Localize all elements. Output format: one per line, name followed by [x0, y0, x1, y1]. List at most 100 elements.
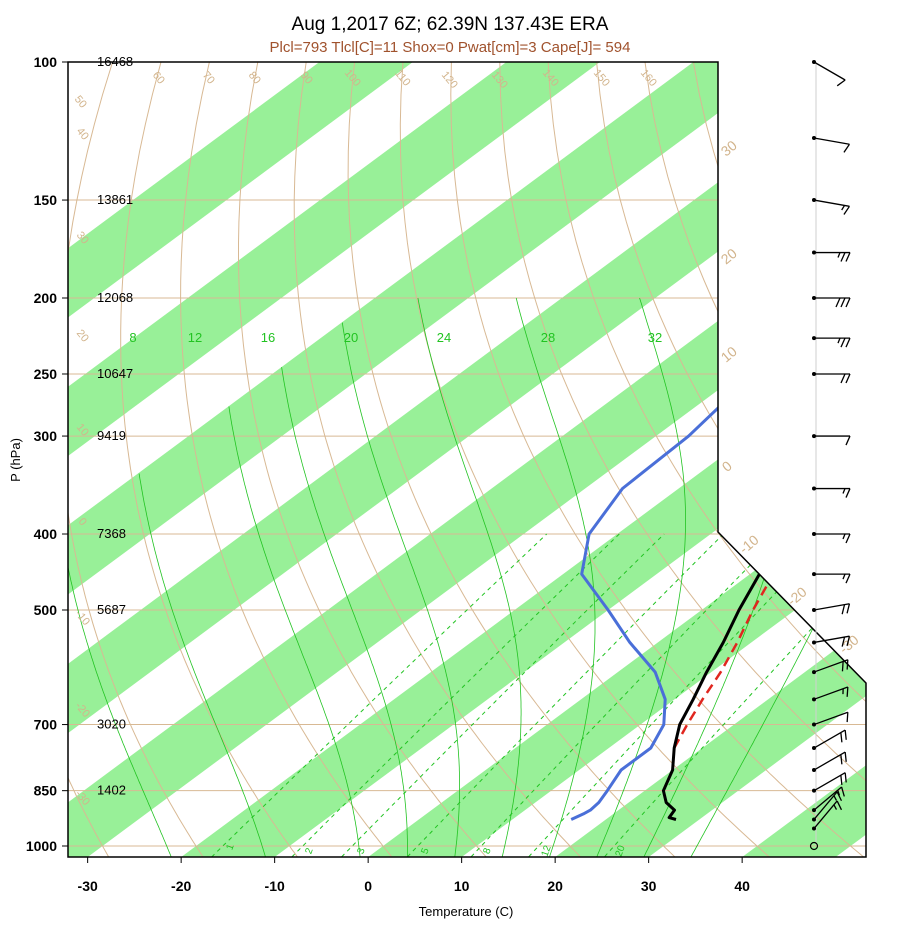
wind-barb-flag [846, 686, 849, 697]
height-label: 1402 [97, 783, 126, 798]
dry-adiabat-line [596, 62, 866, 857]
mixing-ratio-bottom-label: 3 [356, 846, 368, 855]
y-tick-label: 700 [34, 717, 58, 733]
isotherm-band [68, 62, 811, 857]
moist-adiabat-line [138, 473, 268, 857]
dry-adiabat-line [68, 62, 208, 857]
wind-barb-shaft [813, 786, 842, 811]
wind-barb-flag [846, 603, 851, 614]
dry-adiabat-label: 80 [246, 70, 263, 87]
y-axis-label: P (hPa) [8, 438, 23, 482]
isotherm-label: 0 [719, 457, 735, 474]
parcel-path-line [673, 297, 866, 749]
dry-adiabat-line [180, 62, 397, 857]
mixing-ratio-lines [205, 533, 866, 857]
isotherm-label: 30 [718, 137, 740, 159]
wind-barb-flag [843, 205, 850, 215]
mixing-ratio-bottom-label: 2 [304, 846, 316, 855]
mixing-ratio-line [523, 533, 833, 857]
mixing-ratio-line [401, 533, 724, 857]
dry-adiabat-line [120, 62, 303, 857]
plot-frame [67, 61, 867, 858]
wind-barb-flag [840, 252, 846, 262]
wind-barb-half-flag [837, 789, 841, 796]
wind-barb-flag [845, 297, 851, 308]
wind-barb-flag [845, 373, 851, 384]
wind-barb-half-flag [833, 795, 838, 801]
isotherm-label: 20 [718, 245, 740, 267]
mixing-ratio-line [205, 533, 548, 857]
wind-barb-shaft [813, 711, 849, 726]
wind-barb-flag [845, 533, 851, 544]
wind-barb-shaft [813, 791, 838, 820]
dry-adiabat-line [499, 62, 866, 857]
wind-barb-shaft [813, 137, 850, 145]
isotherm-label: 10 [718, 343, 740, 365]
isotherm-label: -30 [836, 631, 862, 656]
y-tick-label: 300 [34, 428, 58, 444]
mixing-ratio-label: 8 [129, 330, 136, 345]
wind-barb-shaft [813, 61, 846, 81]
wind-barb-flag [845, 435, 851, 446]
wind-barb-flag [844, 772, 847, 783]
mixing-ratio-line [285, 533, 620, 857]
wind-barb-flag [840, 297, 846, 308]
wind-barb-flag [840, 337, 846, 348]
dry-adiabat-line [399, 62, 777, 857]
mixing-ratio-label: 28 [541, 330, 555, 345]
x-tick-label: -20 [171, 878, 191, 894]
dry-adiabat-line [450, 62, 866, 857]
dry-adiabat-line [347, 62, 682, 857]
dry-adiabat-line [238, 62, 492, 857]
height-label: 7368 [97, 526, 126, 541]
moist-adiabat-line [68, 533, 174, 857]
x-tick-label: -10 [265, 878, 285, 894]
wind-barb-shaft [813, 603, 850, 611]
dry-adiabat-line [547, 62, 866, 857]
y-tick-label: 1000 [26, 838, 57, 854]
isotherm-bands [68, 62, 866, 857]
mixing-ratio-line [335, 533, 665, 857]
wind-barb-half-flag [837, 252, 841, 258]
mixing-ratio-bottom-label: 5 [420, 846, 432, 855]
dry-adiabat-line [789, 62, 866, 857]
wind-barb-half-flag [833, 804, 838, 810]
wind-barb-half-flag [842, 488, 846, 494]
dry-adiabat-label: 150 [591, 67, 612, 89]
y-tick-label: 150 [34, 192, 58, 208]
mixing-ratio-label: 12 [188, 330, 202, 345]
wind-barbs [809, 60, 851, 851]
wind-barb-shaft [813, 659, 849, 673]
plot-frame-outline [67, 61, 867, 858]
moist-adiabat-line [417, 297, 522, 857]
moist-adiabat-line [228, 406, 361, 857]
wind-barb-flag [844, 751, 847, 762]
wind-barb-flag [836, 791, 843, 802]
height-label: 12068 [97, 290, 133, 305]
isotherm-band [526, 62, 866, 857]
wind-barb-shaft [813, 800, 838, 829]
wind-barb-half-flag [841, 205, 846, 211]
moist-adiabat-line [341, 322, 461, 857]
wind-calm-marker [809, 841, 819, 851]
x-tick-label: 40 [734, 878, 750, 894]
wind-barb-flag [840, 754, 843, 765]
dry-adiabat-label: 40 [74, 126, 91, 143]
wind-barb-flag [841, 604, 846, 615]
moist-adiabat-line [281, 367, 408, 857]
height-label: 10647 [97, 366, 133, 381]
wind-barb-flag [845, 337, 851, 348]
wind-barb-shaft [813, 199, 850, 207]
dry-adiabat-label: 50 [72, 94, 89, 111]
wind-barb-half-flag [842, 533, 846, 540]
dry-adiabat-line [838, 62, 866, 857]
height-label: 16468 [97, 54, 133, 69]
wind-barb-flag [841, 636, 846, 647]
wind-barb-flag [846, 636, 851, 646]
mixing-ratio-bottom-label: 20 [614, 844, 628, 859]
moist-adiabat-line [687, 297, 866, 857]
mixing-ratio-bottom-label: 12 [540, 844, 554, 859]
mixing-ratio-line [465, 533, 781, 857]
mixing-ratio-label: 16 [261, 330, 275, 345]
